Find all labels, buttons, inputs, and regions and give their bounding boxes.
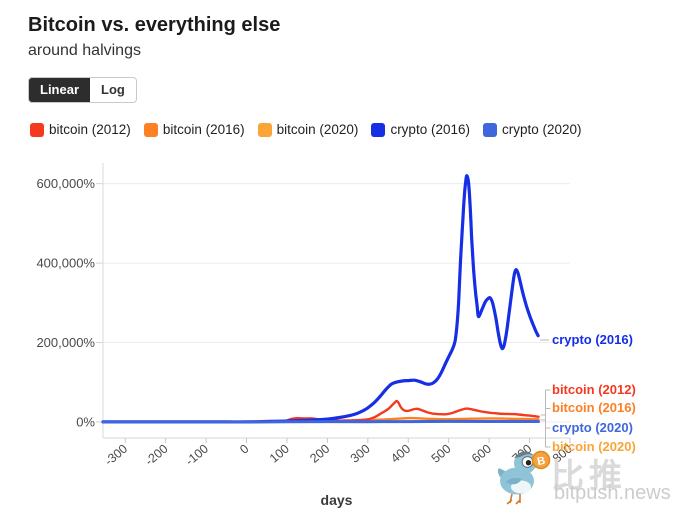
series-end-label-crypto-2020: crypto (2020) bbox=[552, 420, 633, 435]
legend-item-bitcoin-2012[interactable]: bitcoin (2012) bbox=[30, 122, 131, 137]
legend-swatch-icon bbox=[143, 122, 158, 137]
legend-swatch-icon bbox=[482, 122, 497, 137]
gridlines: 0% 200,000% 400,000% 600,000% bbox=[36, 176, 570, 429]
y-axis-tick-label: 0% bbox=[76, 414, 95, 429]
bitpush-chinese-watermark: 比推 bbox=[551, 456, 627, 495]
x-axis-tick-label: -300 bbox=[102, 442, 130, 469]
legend-item-crypto-2016[interactable]: crypto (2016) bbox=[371, 122, 470, 137]
legend: bitcoin (2012) bitcoin (2016) bitcoin (2… bbox=[30, 122, 582, 137]
series-end-label-bitcoin-2020: bitcoin (2020) bbox=[552, 439, 636, 454]
x-axis-tick-label: 300 bbox=[348, 442, 373, 466]
legend-label: crypto (2020) bbox=[501, 122, 582, 137]
legend-item-crypto-2020[interactable]: crypto (2020) bbox=[482, 122, 582, 137]
y-axis-tick-label: 200,000% bbox=[36, 335, 95, 350]
svg-text:B: B bbox=[536, 455, 546, 468]
legend-swatch-icon bbox=[30, 122, 44, 137]
scale-toggle: Linear Log bbox=[28, 77, 137, 103]
log-button[interactable]: Log bbox=[90, 78, 136, 102]
y-axis-tick-label: 400,000% bbox=[36, 256, 95, 271]
series-line-crypto-2020- bbox=[101, 419, 540, 424]
twitter-bird-icon bbox=[497, 451, 543, 505]
series-line-crypto-2016- bbox=[101, 174, 540, 424]
legend-label: bitcoin (2016) bbox=[162, 122, 245, 137]
x-axis-tick-label: -200 bbox=[142, 442, 170, 469]
legend-label: bitcoin (2020) bbox=[276, 122, 359, 137]
x-axis-tick-label: 400 bbox=[388, 442, 413, 466]
y-axis-tick-label: 600,000% bbox=[36, 176, 95, 191]
x-axis-tick-label: 200 bbox=[307, 442, 332, 466]
x-axis-tick-label: 600 bbox=[469, 442, 494, 466]
series-end-label-bitcoin-2016: bitcoin (2016) bbox=[552, 400, 636, 415]
end-label-bracket bbox=[540, 339, 551, 448]
legend-label: crypto (2016) bbox=[390, 122, 470, 137]
legend-item-bitcoin-2016[interactable]: bitcoin (2016) bbox=[143, 122, 245, 137]
bitpush-site-watermark: bitpush.news bbox=[554, 482, 671, 504]
page-subtitle: around halvings bbox=[28, 42, 141, 59]
legend-item-bitcoin-2020[interactable]: bitcoin (2020) bbox=[257, 122, 359, 137]
series-end-label-bitcoin-2012: bitcoin (2012) bbox=[552, 382, 636, 397]
legend-label: bitcoin (2012) bbox=[49, 122, 131, 137]
x-axis-tick-label: 0 bbox=[237, 442, 251, 457]
x-axis-tick-label: 500 bbox=[429, 442, 454, 466]
page-title: Bitcoin vs. everything else bbox=[28, 14, 281, 36]
linear-button[interactable]: Linear bbox=[29, 78, 91, 102]
bitcoin-coin-icon: B bbox=[531, 450, 551, 470]
legend-swatch-icon bbox=[257, 122, 272, 137]
legend-swatch-icon bbox=[371, 122, 386, 137]
x-axis-title: days bbox=[320, 492, 353, 508]
x-axis-tick-label: 100 bbox=[267, 442, 292, 466]
x-axis-tick-label: -100 bbox=[183, 442, 211, 469]
series-end-label-crypto-2016: crypto (2016) bbox=[552, 332, 633, 347]
